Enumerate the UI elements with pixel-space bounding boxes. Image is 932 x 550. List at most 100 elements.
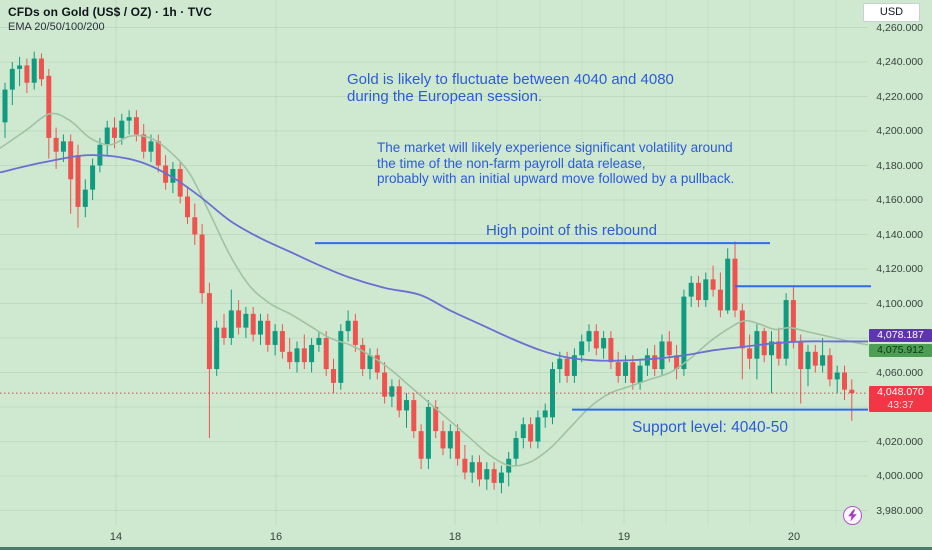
candle [484, 462, 490, 490]
grid-layer [0, 0, 868, 525]
candle [455, 424, 461, 466]
time-tick: 19 [617, 531, 631, 543]
candle [75, 144, 81, 228]
candle [696, 275, 701, 307]
candle [192, 203, 198, 245]
candle [652, 344, 658, 376]
candle [644, 348, 650, 376]
candle [805, 344, 811, 387]
candle [389, 379, 395, 407]
candle [206, 282, 212, 439]
candle [374, 348, 380, 380]
candle [418, 424, 424, 470]
candle [447, 424, 453, 459]
last-price-badge: 4,048.070 43:37 [869, 386, 932, 413]
candle [820, 338, 826, 373]
quick-trade-button[interactable] [843, 506, 862, 525]
candle [133, 110, 139, 142]
price-tick: 4,220.000 [876, 90, 923, 103]
candle [411, 393, 417, 439]
candle [608, 331, 614, 370]
candle [615, 351, 621, 383]
ema-purple-price-badge: 4,078.187 [869, 329, 932, 343]
candle [382, 362, 388, 404]
currency-usd-button[interactable]: USD [863, 3, 920, 22]
candle [258, 313, 263, 345]
candle [703, 272, 709, 307]
price-tick: 4,000.000 [876, 470, 923, 482]
time-axis[interactable]: 14 16 18 19 20 [0, 525, 932, 550]
candle [513, 431, 519, 466]
candle [579, 334, 585, 363]
candle [39, 53, 44, 87]
candle [236, 300, 242, 335]
candle [309, 338, 315, 373]
annotation-high-point-label[interactable]: High point of this rebound [486, 222, 657, 239]
candle [790, 286, 796, 349]
annotation-range-note[interactable]: Gold is likely to fluctuate between 4040… [347, 71, 674, 105]
candle [104, 120, 110, 156]
ema-green-price-badge: 4,075.912 [869, 344, 932, 358]
candle [674, 344, 680, 380]
candle [31, 51, 37, 90]
candle [294, 341, 300, 373]
candle [90, 158, 96, 200]
candle [345, 310, 351, 342]
candle [316, 331, 322, 352]
candle [659, 334, 665, 376]
candle [842, 365, 847, 401]
candle [279, 324, 285, 359]
candle [834, 365, 840, 394]
candle [637, 358, 643, 390]
candle [265, 313, 271, 352]
lightning-icon [848, 509, 857, 522]
candle [301, 334, 307, 370]
chart-header: CFDs on Gold (US$ / OZ) · 1h · TVC EMA 2… [8, 5, 212, 33]
candle [747, 334, 753, 370]
price-tick: 4,180.000 [876, 159, 923, 172]
candle [338, 324, 344, 390]
candle [404, 393, 409, 428]
time-tick: 18 [448, 531, 462, 543]
price-tick: 4,240.000 [876, 56, 923, 68]
candle [754, 324, 760, 380]
indicator-label[interactable]: EMA 20/50/100/200 [8, 21, 105, 33]
ema-fast-sage [0, 112, 869, 467]
candle [9, 62, 15, 106]
candle [681, 289, 687, 376]
candle [498, 465, 504, 494]
symbol-title[interactable]: CFDs on Gold (US$ / OZ) · 1h · TVC [8, 5, 213, 19]
candle [82, 179, 88, 218]
candle [440, 420, 446, 456]
annotation-volatility-note[interactable]: The market will likely experience signif… [377, 140, 735, 186]
candle [542, 403, 548, 428]
candle [593, 324, 599, 356]
candle [557, 351, 563, 383]
candle [535, 410, 541, 449]
candle [798, 334, 804, 404]
candle [769, 331, 774, 394]
candle [528, 417, 534, 449]
candle [739, 303, 745, 380]
candle [53, 127, 59, 169]
candle [491, 462, 497, 490]
candle [571, 348, 577, 383]
candle [601, 331, 607, 359]
price-tick: 4,020.000 [876, 435, 923, 448]
candle [783, 293, 789, 366]
candle [520, 417, 526, 449]
price-tick: 4,200.000 [876, 125, 923, 137]
candle [506, 451, 512, 487]
candle [776, 327, 782, 366]
annotation-support-label[interactable]: Support level: 4040-50 [632, 419, 788, 436]
candle [331, 358, 336, 394]
candle [352, 313, 358, 352]
candle [68, 134, 74, 214]
candle [141, 124, 147, 159]
time-tick: 16 [269, 531, 283, 543]
price-axis[interactable]: 4,260.000 4,240.000 4,220.000 4,200.000 4,18… [868, 0, 932, 525]
candle [126, 110, 132, 135]
time-tick: 20 [787, 531, 801, 543]
